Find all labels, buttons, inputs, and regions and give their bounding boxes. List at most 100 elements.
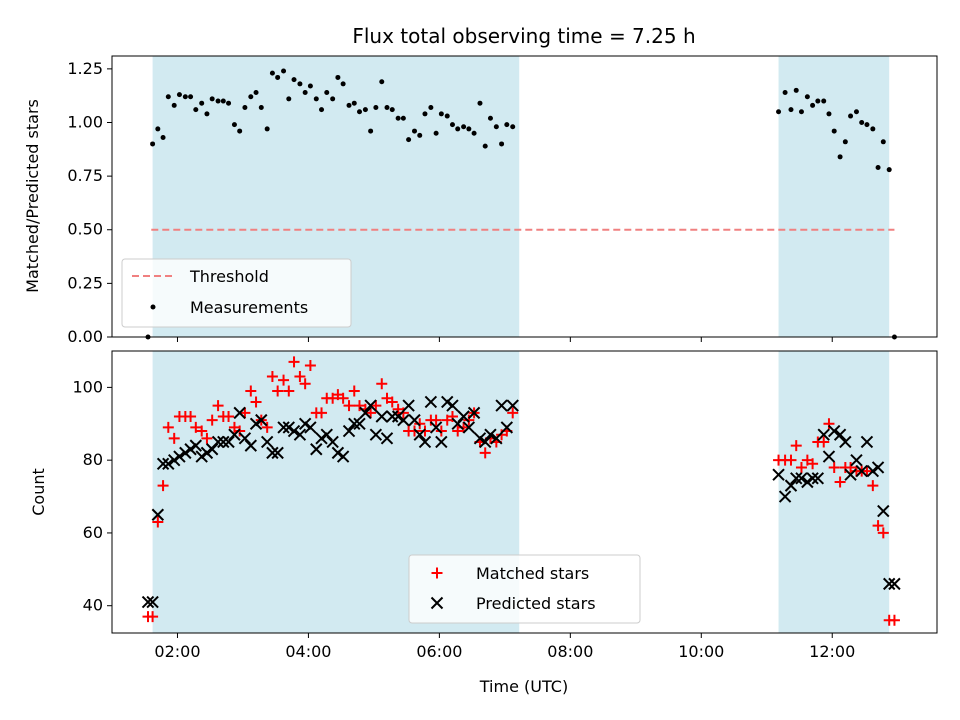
- predicted-star-point: [772, 468, 785, 481]
- measurement-point: [215, 98, 221, 104]
- predicted-star-point: [342, 424, 356, 438]
- predicted-star-point: [162, 457, 175, 471]
- matched-star-point: [823, 418, 835, 430]
- predicted-star-point: [331, 446, 345, 460]
- predicted-star-point: [353, 417, 366, 430]
- measurement-point: [837, 154, 843, 160]
- measurement-point: [504, 122, 510, 128]
- measurement-point: [821, 98, 827, 104]
- predicted-star-point: [484, 428, 497, 441]
- measurement-point: [155, 126, 161, 132]
- measurement-point: [389, 107, 395, 113]
- predicted-star-point: [827, 424, 841, 438]
- matched-star-point: [446, 410, 458, 422]
- x-tick-label: 10:00: [678, 642, 724, 661]
- measurement-point: [188, 94, 194, 100]
- measurement-point: [444, 113, 450, 119]
- measurement-point: [810, 102, 816, 108]
- top-y-tick-label: 1.25: [67, 59, 103, 78]
- measurement-point: [400, 115, 406, 121]
- measurement-point: [281, 68, 287, 74]
- measurement-point: [253, 89, 259, 95]
- measurement-point: [379, 79, 385, 85]
- measurement-point: [384, 104, 390, 110]
- measurement-point: [330, 96, 336, 102]
- matched-star-point: [162, 421, 174, 433]
- matched-star-point: [206, 414, 218, 426]
- matched-star-point: [386, 396, 398, 408]
- matched-star-point: [288, 356, 300, 368]
- predicted-star-point: [860, 435, 874, 449]
- predicted-star-point: [348, 417, 361, 430]
- measurement-point: [864, 122, 870, 128]
- x-tick-label: 04:00: [285, 642, 331, 661]
- matched-star-point: [430, 414, 442, 426]
- measurement-point: [859, 119, 865, 125]
- matched-star-point: [185, 410, 197, 422]
- measurement-point: [362, 107, 368, 113]
- predicted-star-point: [336, 450, 350, 463]
- predicted-star-point: [249, 417, 263, 430]
- x-tick-label: 02:00: [154, 642, 200, 661]
- matched-star-point: [168, 432, 180, 444]
- measurement-point: [395, 115, 401, 121]
- predicted-star-point: [844, 468, 857, 481]
- predicted-star-point: [200, 446, 214, 460]
- measurement-point: [313, 96, 319, 102]
- measurement-point: [499, 141, 505, 147]
- predicted-star-point: [304, 421, 317, 434]
- predicted-star-point: [282, 421, 295, 434]
- matched-star-point: [283, 385, 295, 397]
- top-axes-frame: [111, 55, 938, 338]
- measurement-point: [449, 122, 455, 128]
- matched-star-point: [152, 516, 164, 528]
- predicted-star-point: [855, 464, 868, 478]
- measurement-point: [368, 128, 374, 134]
- predicted-star-point: [277, 421, 290, 434]
- matched-star-point: [299, 378, 311, 390]
- bottom-y-tick-label: 40: [83, 596, 103, 615]
- predicted-star-point: [806, 472, 819, 485]
- chart-title: Flux total observing time = 7.25 h: [352, 24, 695, 48]
- predicted-star-point: [293, 428, 307, 441]
- matched-star-point: [223, 410, 235, 422]
- predicted-star-point: [364, 399, 377, 412]
- measurement-point: [231, 122, 237, 128]
- measurement-point: [204, 111, 210, 117]
- measurement-point: [199, 100, 205, 106]
- legend-predicted-label: Predicted stars: [476, 594, 596, 613]
- predicted-star-point: [467, 406, 481, 420]
- predicted-star-point: [255, 413, 268, 427]
- predicted-star-point: [500, 421, 514, 434]
- measurement-point: [406, 137, 412, 143]
- measurement-point: [815, 98, 821, 104]
- measurement-point: [335, 74, 341, 80]
- measurement-point: [351, 100, 357, 106]
- matched-star-point: [266, 370, 278, 382]
- matched-star-point: [795, 461, 807, 473]
- predicted-star-point: [462, 421, 476, 434]
- predicted-star-point: [386, 410, 399, 423]
- matched-star-point: [790, 440, 802, 452]
- measurement-point: [286, 96, 292, 102]
- measurement-point: [466, 126, 472, 132]
- top-y-axis-label: Matched/Predicted stars: [23, 99, 42, 293]
- measurement-point: [886, 167, 892, 173]
- predicted-star-point: [375, 410, 388, 423]
- predicted-star-point: [778, 490, 792, 503]
- measurement-point: [220, 98, 226, 104]
- matched-star-point: [828, 461, 840, 473]
- measurement-point: [798, 109, 804, 115]
- measurement-point: [237, 128, 243, 134]
- predicted-star-point: [801, 475, 814, 489]
- measurement-point: [275, 74, 281, 80]
- predicted-star-point: [402, 399, 415, 412]
- matched-star-point: [409, 425, 420, 437]
- matched-star-point: [861, 465, 873, 477]
- measurement-point: [776, 109, 782, 115]
- measurement-point: [297, 81, 303, 87]
- predicted-star-point: [397, 413, 410, 427]
- bottom-y-tick-label: 80: [83, 450, 103, 469]
- predicted-star-point: [315, 432, 328, 445]
- measurement-point: [346, 102, 352, 108]
